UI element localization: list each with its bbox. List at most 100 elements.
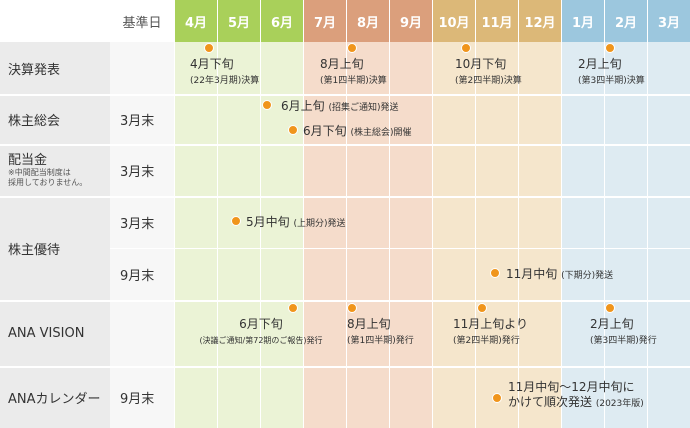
basis-column-bg: [110, 42, 174, 428]
event-sub-text: (下期分)発送: [561, 271, 614, 281]
dividend-note-line2: 採用しておりません。: [8, 177, 88, 187]
event-dot: [288, 303, 298, 313]
row-label-dividend-block: 配当金 ※中間配当制度は 採用しておりません。: [8, 149, 87, 187]
event-vision-aug: 8月上旬 (第1四半期)発行: [347, 317, 414, 347]
event-dot: [477, 303, 487, 313]
row-divider: [0, 94, 690, 96]
month-header: 6月: [260, 0, 303, 42]
dividend-note-line1: ※中間配当制度は: [8, 168, 71, 177]
event-main-text: 4月下旬: [190, 57, 234, 71]
basis-dividend: 3月末: [120, 164, 155, 180]
event-dot: [490, 268, 500, 278]
basis-benefit-september: 9月末: [120, 268, 155, 284]
event-main-text: 11月上旬より: [453, 317, 529, 331]
event-settle-q4: 4月下旬 (22年3月期)決算: [190, 57, 259, 87]
event-agm-held: 6月下旬 (株主総会)開催: [303, 124, 412, 139]
event-main-text: 2月上旬: [578, 57, 622, 71]
event-dot: [605, 43, 615, 53]
month-column-bg: [475, 42, 518, 428]
month-column-bg: [561, 42, 604, 428]
row-divider: [0, 366, 690, 368]
event-main-text: 8月上旬: [320, 57, 364, 71]
event-sub-text: (株主総会)開催: [350, 128, 412, 138]
month-column-bg: [518, 42, 561, 428]
event-main-text: 6月下旬: [303, 124, 347, 138]
event-sub-text: (第2四半期)発行: [453, 336, 520, 346]
event-main-text: 6月上旬: [281, 99, 325, 113]
month-header: 2月: [604, 0, 647, 42]
event-vision-feb: 2月上旬 (第3四半期)発行: [590, 317, 657, 347]
event-main-text: 6月下旬: [239, 317, 283, 331]
event-calendar-ship: 11月中旬〜12月中旬に かけて順次発送 (2023年版): [508, 380, 644, 410]
event-settle-q2: 10月下旬 (第2四半期)決算: [455, 57, 522, 87]
month-header: 5月: [217, 0, 260, 42]
event-dot: [605, 303, 615, 313]
event-vision-june: 6月下旬 (決議ご通知/第72期のご報告)発行: [180, 317, 342, 347]
basis-agm: 3月末: [120, 113, 155, 129]
event-settle-q3: 2月上旬 (第3四半期)決算: [578, 57, 645, 87]
month-header: 4月: [174, 0, 217, 42]
row-label-settlement: 決算発表: [8, 62, 61, 78]
label-column-bg: [0, 42, 110, 428]
event-dot: [204, 43, 214, 53]
event-benefit-first: 5月中旬 (上期分)発送: [246, 215, 346, 230]
event-sub-text: (第3四半期)発行: [590, 336, 657, 346]
event-main-text: 5月中旬: [246, 215, 290, 229]
event-main-text: 11月中旬: [506, 267, 558, 281]
event-settle-q1: 8月上旬 (第1四半期)決算: [320, 57, 387, 87]
month-header: 7月: [303, 0, 346, 42]
row-divider: [110, 248, 690, 249]
basis-date-header: 基準日: [122, 15, 162, 31]
event-main-text: 2月上旬: [590, 317, 634, 331]
row-divider: [0, 300, 690, 302]
month-column-bg: [432, 42, 475, 428]
event-sub-text: (上期分)発送: [293, 219, 346, 229]
event-benefit-second: 11月中旬 (下期分)発送: [506, 267, 613, 282]
month-column-bg: [217, 42, 260, 428]
month-header: 8月: [346, 0, 389, 42]
basis-ana-calendar: 9月末: [120, 391, 155, 407]
event-sub-text: (2023年版): [595, 399, 644, 409]
month-header: 9月: [389, 0, 432, 42]
month-column-bg: [174, 42, 217, 428]
event-vision-nov: 11月上旬より (第2四半期)発行: [453, 317, 528, 347]
event-dot: [347, 303, 357, 313]
event-main-text: 10月下旬: [455, 57, 507, 71]
event-dot: [492, 393, 502, 403]
event-sub-text: (第1四半期)発行: [347, 336, 414, 346]
month-column-bg: [389, 42, 432, 428]
event-main-text: かけて順次発送: [508, 395, 593, 409]
event-main-text: 11月中旬〜12月中旬に: [508, 380, 635, 394]
month-column-bg: [346, 42, 389, 428]
row-label-agm: 株主総会: [8, 113, 61, 129]
month-header: 1月: [561, 0, 604, 42]
event-agm-notice: 6月上旬 (招集ご通知)発送: [281, 99, 399, 114]
event-dot: [262, 100, 272, 110]
event-dot: [231, 216, 241, 226]
month-column-bg: [604, 42, 647, 428]
event-sub-text: (22年3月期)決算: [190, 76, 260, 86]
event-sub-text: (招集ご通知)発送: [328, 103, 399, 113]
event-sub-text: (第3四半期)決算: [578, 76, 645, 86]
row-label-ana-calendar: ANAカレンダー: [8, 391, 101, 407]
month-header: 3月: [647, 0, 690, 42]
row-label-benefit: 株主優待: [8, 242, 61, 258]
event-sub-text: (第1四半期)決算: [320, 76, 387, 86]
row-label-ana-vision: ANA VISION: [8, 325, 85, 341]
event-sub-text: (第2四半期)決算: [455, 76, 522, 86]
event-dot: [288, 125, 298, 135]
event-dot: [347, 43, 357, 53]
month-header: 11月: [475, 0, 518, 42]
month-column-bg: [647, 42, 690, 428]
row-divider: [0, 196, 690, 198]
month-header: 10月: [432, 0, 475, 42]
basis-benefit-march: 3月末: [120, 216, 155, 232]
row-divider: [0, 144, 690, 146]
month-header: 12月: [518, 0, 561, 42]
event-dot: [461, 43, 471, 53]
month-column-bg: [303, 42, 346, 428]
event-sub-text: (決議ご通知/第72期のご報告)発行: [199, 336, 323, 345]
row-label-dividend: 配当金: [8, 153, 48, 168]
event-main-text: 8月上旬: [347, 317, 391, 331]
